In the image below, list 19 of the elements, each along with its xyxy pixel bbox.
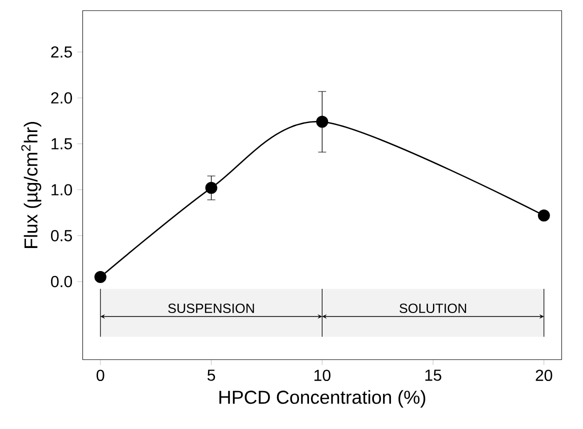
- point: [205, 182, 218, 194]
- y-tick-label: 1.0: [52, 184, 72, 196]
- band-label: SOLUTION: [400, 304, 466, 314]
- point: [94, 270, 106, 284]
- y-tick-label: 0.5: [51, 230, 72, 242]
- y-axis-title: Flux (µg/cm$^{2}$hr): [21, 122, 42, 248]
- band-label: SUSPENSION: [168, 304, 254, 314]
- y-tick-label: 1.5: [52, 138, 72, 150]
- x-tick-label: 20: [536, 370, 552, 382]
- x-axis-title: HPCD Concentration (%): [219, 390, 426, 408]
- x-tick-label: 0: [96, 370, 104, 382]
- y-tick-label: 2.5: [51, 46, 72, 58]
- point: [538, 209, 550, 222]
- x-tick-label: 15: [425, 370, 442, 381]
- x-tick-label: 10: [314, 370, 330, 382]
- point: [316, 116, 328, 128]
- y-tick-label: 0.0: [51, 276, 72, 288]
- y-tick-label: 2.0: [51, 92, 72, 104]
- x-tick-label: 5: [207, 370, 216, 381]
